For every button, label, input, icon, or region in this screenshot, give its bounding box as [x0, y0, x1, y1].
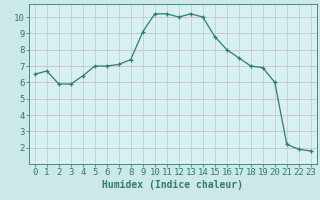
X-axis label: Humidex (Indice chaleur): Humidex (Indice chaleur)	[102, 180, 243, 190]
